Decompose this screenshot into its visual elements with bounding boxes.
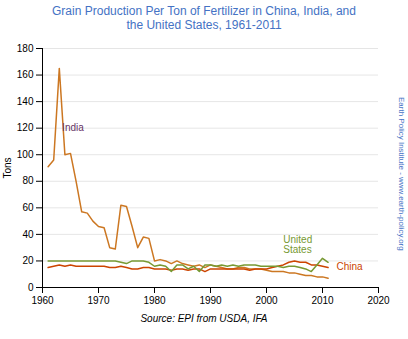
svg-text:1990: 1990 xyxy=(199,295,222,306)
svg-text:China: China xyxy=(337,261,364,272)
html-text:Grain Production Per Ton of Fe: Grain Production Per Ton of Fertilizer i… xyxy=(52,4,356,32)
svg-text:100: 100 xyxy=(17,149,34,160)
svg-text:40: 40 xyxy=(22,229,34,240)
svg-text:160: 160 xyxy=(17,69,34,80)
svg-text:1980: 1980 xyxy=(143,295,166,306)
svg-text:80: 80 xyxy=(22,175,34,186)
svg-text:1960: 1960 xyxy=(31,295,54,306)
svg-text:India: India xyxy=(62,122,84,133)
svg-text:180: 180 xyxy=(17,43,34,54)
svg-text:140: 140 xyxy=(17,96,34,107)
html-text:Earth Policy Institute - www.e: Earth Policy Institute - www.earth-polic… xyxy=(397,96,406,251)
svg-text:UnitedStates: UnitedStates xyxy=(283,234,312,255)
svg-text:20: 20 xyxy=(22,255,34,266)
svg-text:60: 60 xyxy=(22,202,34,213)
svg-text:Tons: Tons xyxy=(2,157,13,178)
svg-text:2010: 2010 xyxy=(311,295,334,306)
svg-text:1970: 1970 xyxy=(87,295,110,306)
svg-text:0: 0 xyxy=(28,282,34,293)
svg-text:2020: 2020 xyxy=(367,295,390,306)
svg-text:2000: 2000 xyxy=(255,295,278,306)
svg-text:120: 120 xyxy=(17,122,34,133)
html-text:Source: EPI from USDA, IFA: Source: EPI from USDA, IFA xyxy=(140,313,268,324)
